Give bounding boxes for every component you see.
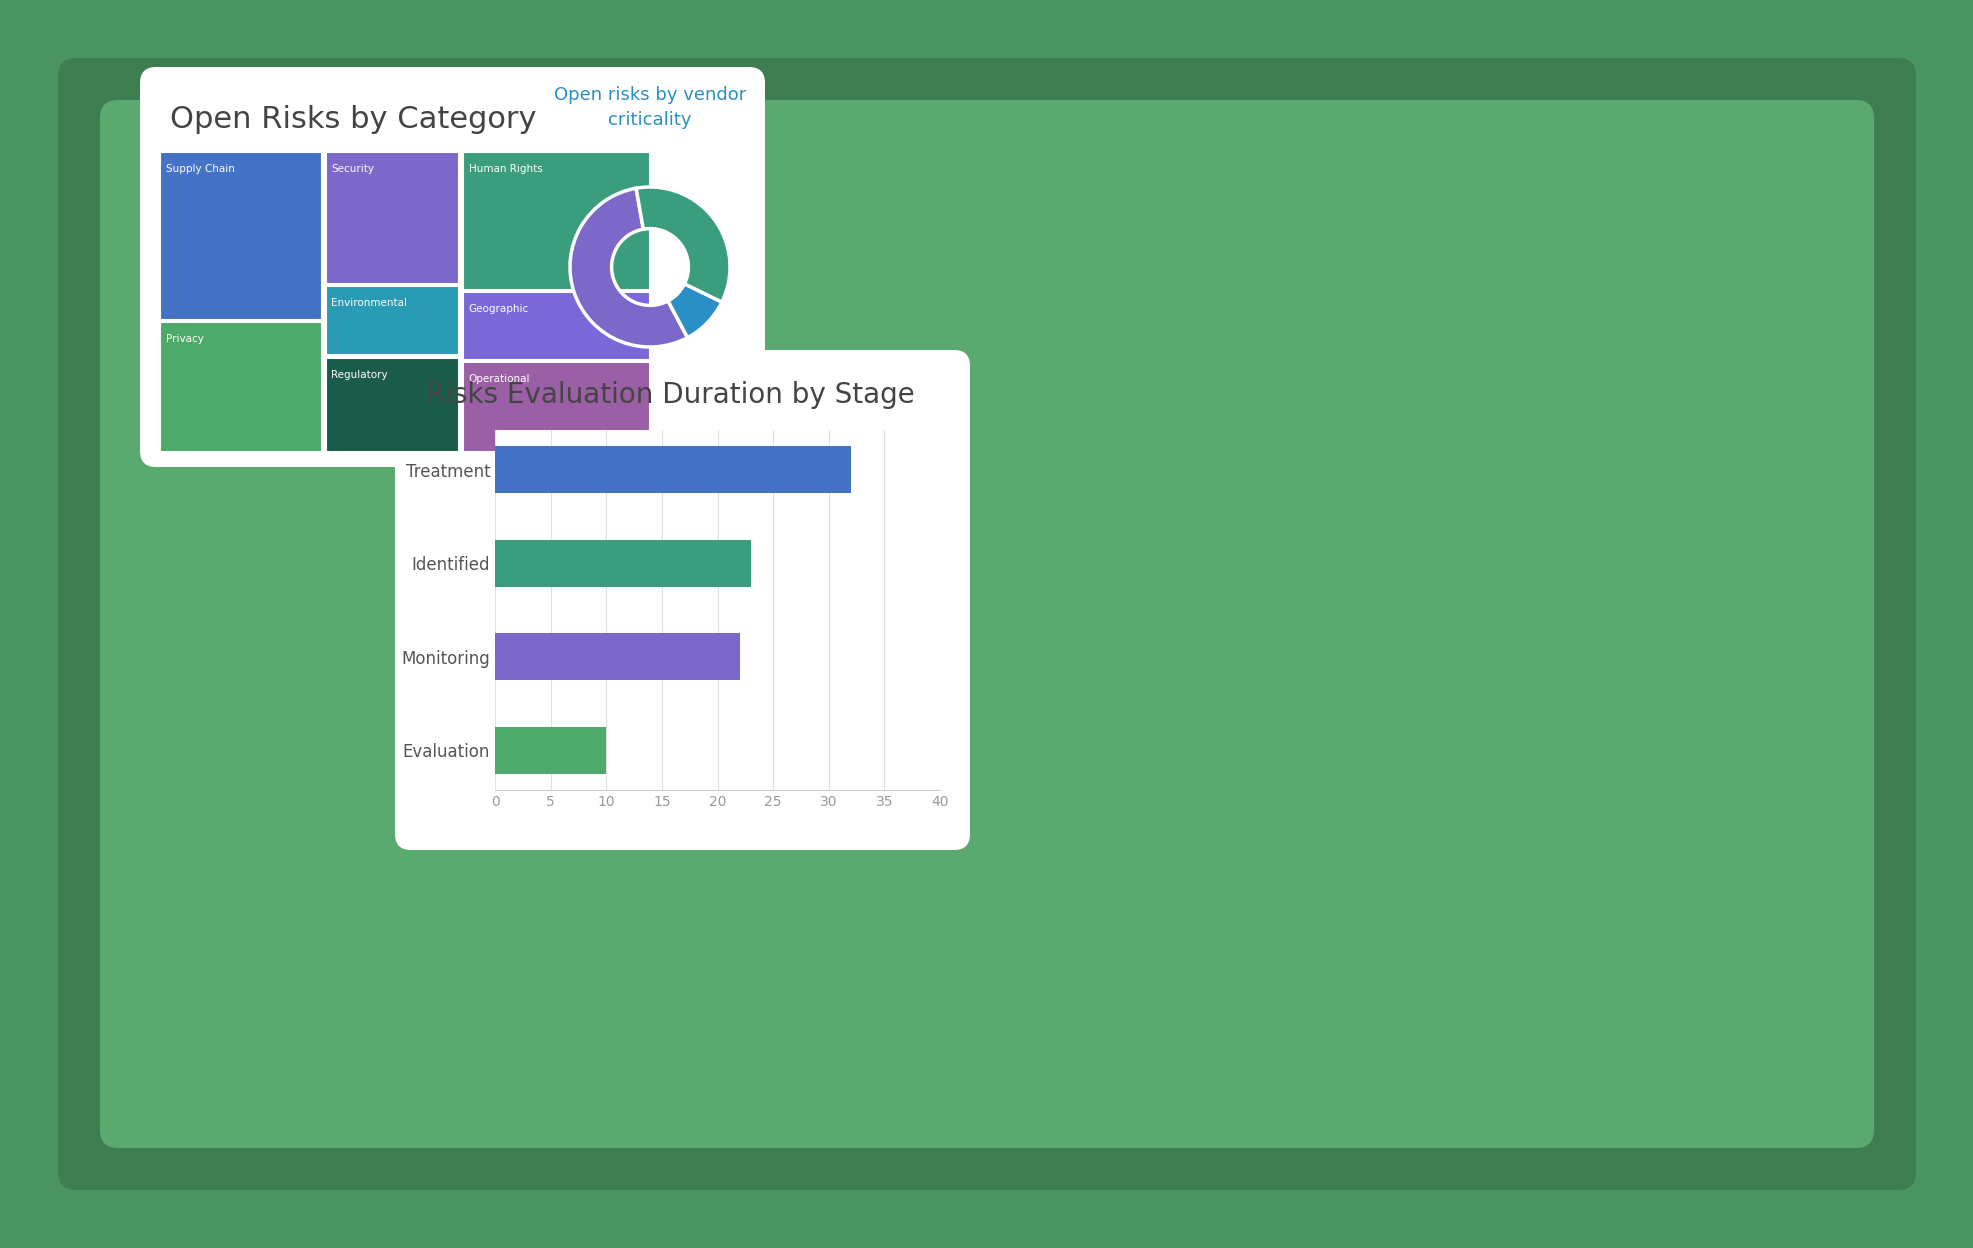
FancyBboxPatch shape (395, 349, 969, 850)
Wedge shape (570, 188, 687, 347)
Text: Open Risks by Category: Open Risks by Category (170, 105, 537, 134)
Text: Operational: Operational (468, 374, 531, 384)
Bar (495, 447, 850, 493)
Bar (462, 152, 649, 290)
Bar (326, 358, 458, 452)
Bar (495, 540, 750, 587)
Text: Risks Evaluation Duration by Stage: Risks Evaluation Duration by Stage (426, 381, 913, 409)
Bar (495, 726, 606, 774)
Wedge shape (667, 283, 722, 338)
Bar (326, 286, 458, 356)
Bar (462, 362, 649, 452)
Text: Human Rights: Human Rights (468, 163, 543, 173)
Text: Environmental: Environmental (331, 298, 406, 308)
Bar (326, 152, 458, 285)
Bar (495, 634, 740, 680)
Text: Security: Security (331, 163, 375, 173)
Text: Open risks by vendor
criticality: Open risks by vendor criticality (554, 86, 746, 129)
Bar (160, 322, 322, 452)
Text: Privacy: Privacy (166, 334, 203, 344)
FancyBboxPatch shape (140, 67, 669, 467)
FancyBboxPatch shape (535, 67, 766, 407)
Text: Regulatory: Regulatory (331, 369, 389, 379)
Bar (462, 292, 649, 359)
FancyBboxPatch shape (57, 57, 1916, 1191)
Wedge shape (635, 187, 730, 302)
Text: Geographic: Geographic (468, 305, 529, 314)
FancyBboxPatch shape (101, 100, 1872, 1148)
Text: Supply Chain: Supply Chain (166, 163, 235, 173)
Bar (160, 152, 322, 319)
